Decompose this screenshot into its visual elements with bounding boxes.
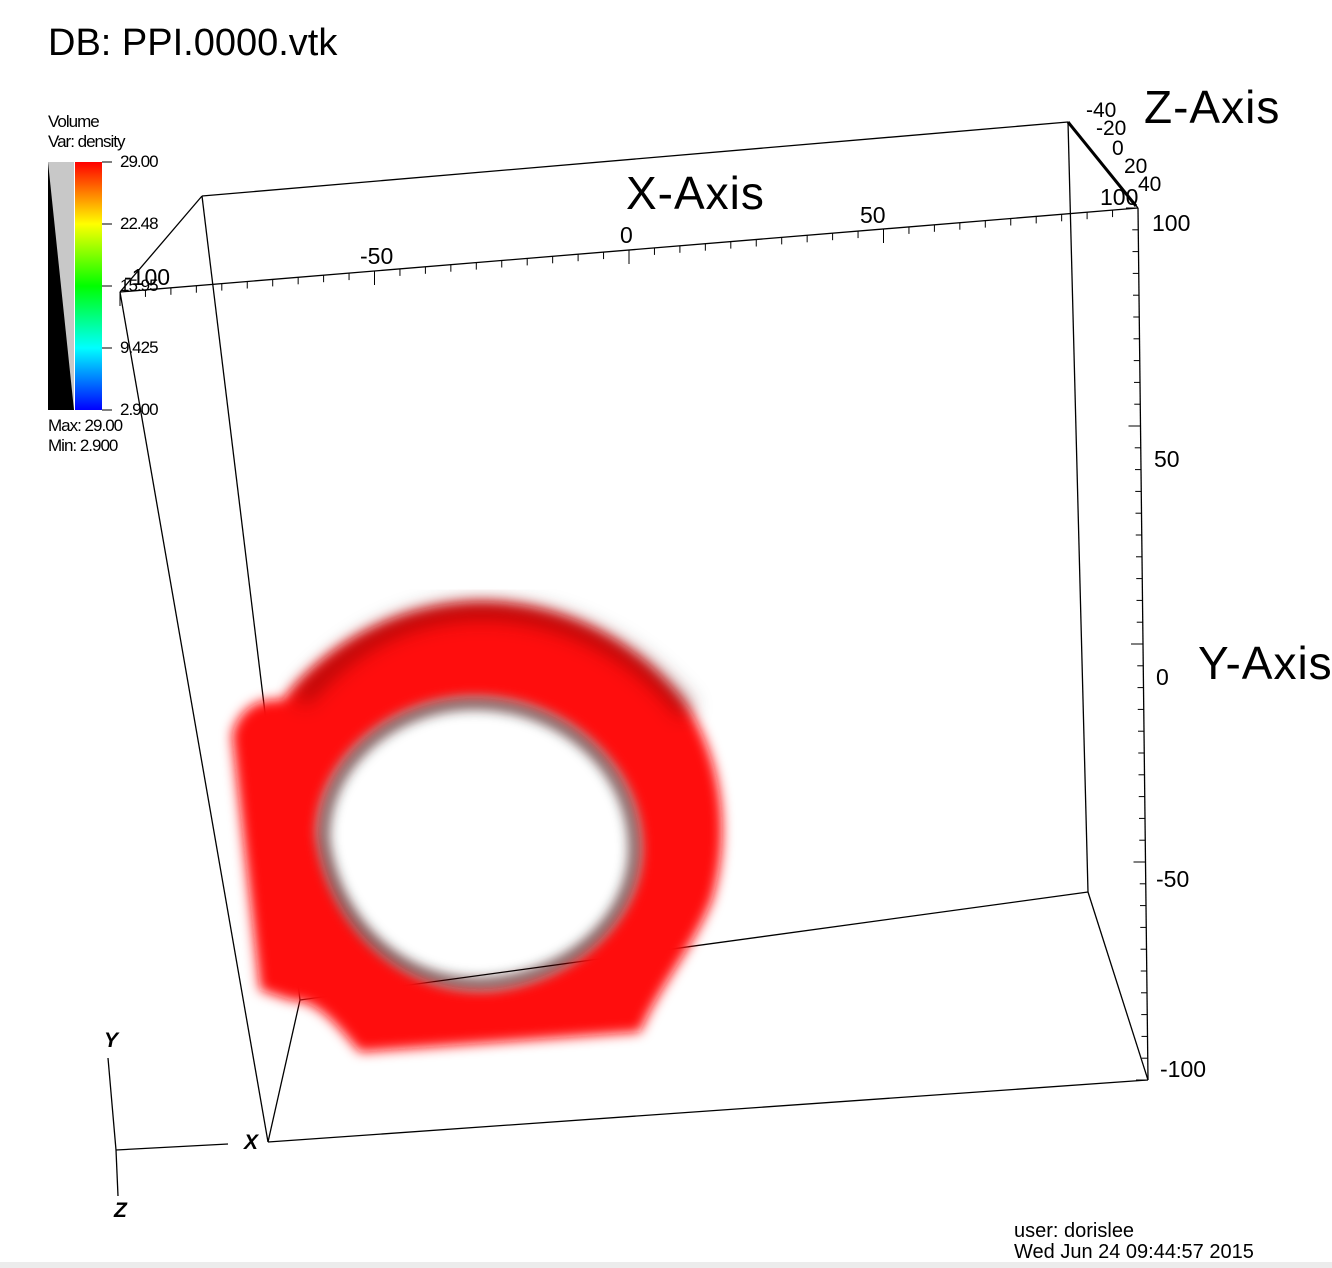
window-bottom-edge bbox=[0, 1262, 1332, 1268]
y-axis-ticks bbox=[1126, 207, 1148, 1081]
x-axis-ticks bbox=[119, 208, 1139, 306]
legend-max: Max: 29.00 bbox=[48, 416, 123, 435]
legend-tick-label: 29.00 bbox=[120, 152, 159, 171]
x-tick-label: 50 bbox=[860, 202, 886, 228]
legend-min: Min: 2.900 bbox=[48, 436, 118, 455]
triad-x-label: X bbox=[244, 1131, 259, 1154]
z-axis-ticks bbox=[1066, 121, 1138, 207]
legend-tick-label: 15.95 bbox=[120, 276, 159, 295]
y-tick-label: -100 bbox=[1160, 1056, 1207, 1082]
user-annotation: user: dorislee bbox=[1014, 1220, 1135, 1242]
y-tick-label: 50 bbox=[1154, 446, 1180, 472]
z-tick-label: 40 bbox=[1138, 173, 1162, 196]
z-tick-label: -20 bbox=[1096, 117, 1127, 140]
axis-triad bbox=[107, 1057, 229, 1197]
x-tick-label: -100 bbox=[124, 264, 171, 290]
legend-plot-type: Volume bbox=[48, 112, 100, 131]
legend-tick-label: 22.48 bbox=[120, 214, 159, 233]
database-title: DB: PPI.0000.vtk bbox=[48, 22, 338, 64]
y-tick-label: 0 bbox=[1156, 664, 1169, 690]
x-tick-label: 0 bbox=[620, 222, 633, 248]
bounding-box bbox=[119, 121, 1149, 1143]
triad-y-label: Y bbox=[104, 1029, 119, 1052]
legend-variable: Var: density bbox=[48, 132, 126, 151]
x-axis-title: X-Axis bbox=[626, 167, 765, 219]
legend-colorbar bbox=[48, 161, 112, 411]
date-annotation: Wed Jun 24 09:44:57 2015 bbox=[1014, 1241, 1254, 1263]
y-axis-title: Y-Axis bbox=[1198, 637, 1332, 689]
z-tick-label: 0 bbox=[1112, 137, 1124, 160]
triad-z-label: Z bbox=[114, 1199, 127, 1222]
y-tick-label: 100 bbox=[1152, 210, 1191, 236]
x-tick-label: 100 bbox=[1100, 184, 1139, 210]
z-tick-label: 20 bbox=[1124, 155, 1148, 178]
z-tick-label: -40 bbox=[1086, 99, 1117, 122]
legend-tick-label: 9.425 bbox=[120, 338, 159, 357]
volume-render bbox=[232, 601, 723, 1052]
y-tick-label: -50 bbox=[1156, 866, 1190, 892]
legend-tick-label: 2.900 bbox=[120, 400, 159, 419]
z-axis-title: Z-Axis bbox=[1144, 81, 1281, 133]
x-tick-label: -50 bbox=[360, 243, 394, 269]
